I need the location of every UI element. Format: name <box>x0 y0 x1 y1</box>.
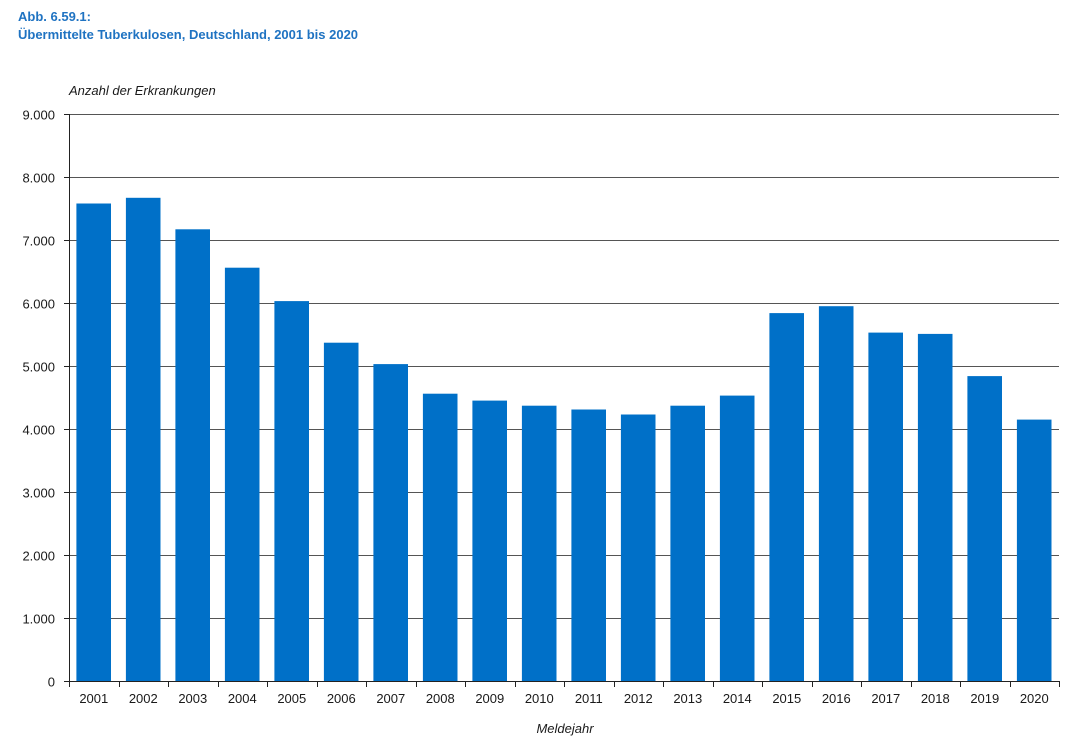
bar-2003 <box>175 229 210 682</box>
x-tick-label: 2013 <box>673 691 702 706</box>
figure-title: Übermittelte Tuberkulosen, Deutschland, … <box>18 27 359 42</box>
y-tick-label: 2.000 <box>22 549 55 564</box>
x-tick-label: 2007 <box>376 691 405 706</box>
bars <box>76 197 1052 682</box>
y-tick-labels: 0 1.000 2.000 3.000 4.000 5.000 6.000 7.000 8.00… <box>22 108 55 690</box>
x-tick-label: 2006 <box>327 691 356 706</box>
y-tick-label: 5.000 <box>22 360 55 375</box>
bar-2005 <box>274 301 309 681</box>
x-tick-label: 2011 <box>575 691 603 706</box>
y-tick-label: 7.000 <box>22 234 55 249</box>
x-tick-label: 2004 <box>228 691 257 706</box>
bar-2015 <box>769 313 804 681</box>
bar-2006 <box>323 342 359 681</box>
bar-2017 <box>868 332 903 681</box>
bar-2010 <box>521 405 557 681</box>
y-tick-label: 3.000 <box>22 486 55 501</box>
y-tick-label: 9.000 <box>22 108 55 123</box>
bar-2013 <box>670 405 705 681</box>
x-tick-label: 2002 <box>129 691 158 706</box>
x-tick-label: 2008 <box>426 691 455 706</box>
bar-2012 <box>620 414 656 681</box>
x-tick-label: 2010 <box>525 691 554 706</box>
bar-2007 <box>373 364 408 681</box>
bar-2009 <box>472 400 507 681</box>
x-tick-labels: 2001 2002 2003 2004 2005 2006 2007 2008 2009 2010… <box>79 691 1048 706</box>
y-tick-label: 6.000 <box>22 297 55 312</box>
bar-2016 <box>818 306 854 681</box>
bar-2001 <box>76 203 111 681</box>
y-tick-label: 1.000 <box>22 612 55 627</box>
y-tick-label: 8.000 <box>22 171 55 186</box>
figure-label: Abb. 6.59.1: <box>18 9 91 24</box>
x-tick-label: 2017 <box>871 691 900 706</box>
bar-2018 <box>917 333 953 681</box>
x-tick-label: 2018 <box>921 691 950 706</box>
grid-lines <box>69 114 1059 619</box>
y-axis-label: Anzahl der Erkrankungen <box>68 83 216 98</box>
x-tick-label: 2009 <box>475 691 504 706</box>
x-tick-label: 2001 <box>79 691 108 706</box>
x-axis-label: Meldejahr <box>536 721 594 736</box>
x-tick-label: 2014 <box>723 691 752 706</box>
bar-2011 <box>571 409 606 681</box>
x-tick-label: 2003 <box>178 691 207 706</box>
y-tick-label: 0 <box>48 675 55 690</box>
bar-2019 <box>967 376 1002 681</box>
x-tick-label: 2019 <box>970 691 999 706</box>
bar-2002 <box>125 197 161 682</box>
x-tick-label: 2012 <box>624 691 653 706</box>
axes <box>64 114 1060 687</box>
bar-2008 <box>422 393 458 681</box>
y-tick-label: 4.000 <box>22 423 55 438</box>
bar-2004 <box>224 267 260 681</box>
x-tick-label: 2005 <box>277 691 306 706</box>
figure-title-block: Abb. 6.59.1: Übermittelte Tuberkulosen, … <box>18 8 358 44</box>
bar-2014 <box>719 395 755 681</box>
x-tick-label: 2015 <box>772 691 801 706</box>
bar-2020 <box>1016 419 1052 681</box>
x-tick-label: 2020 <box>1020 691 1049 706</box>
x-tick-label: 2016 <box>822 691 851 706</box>
